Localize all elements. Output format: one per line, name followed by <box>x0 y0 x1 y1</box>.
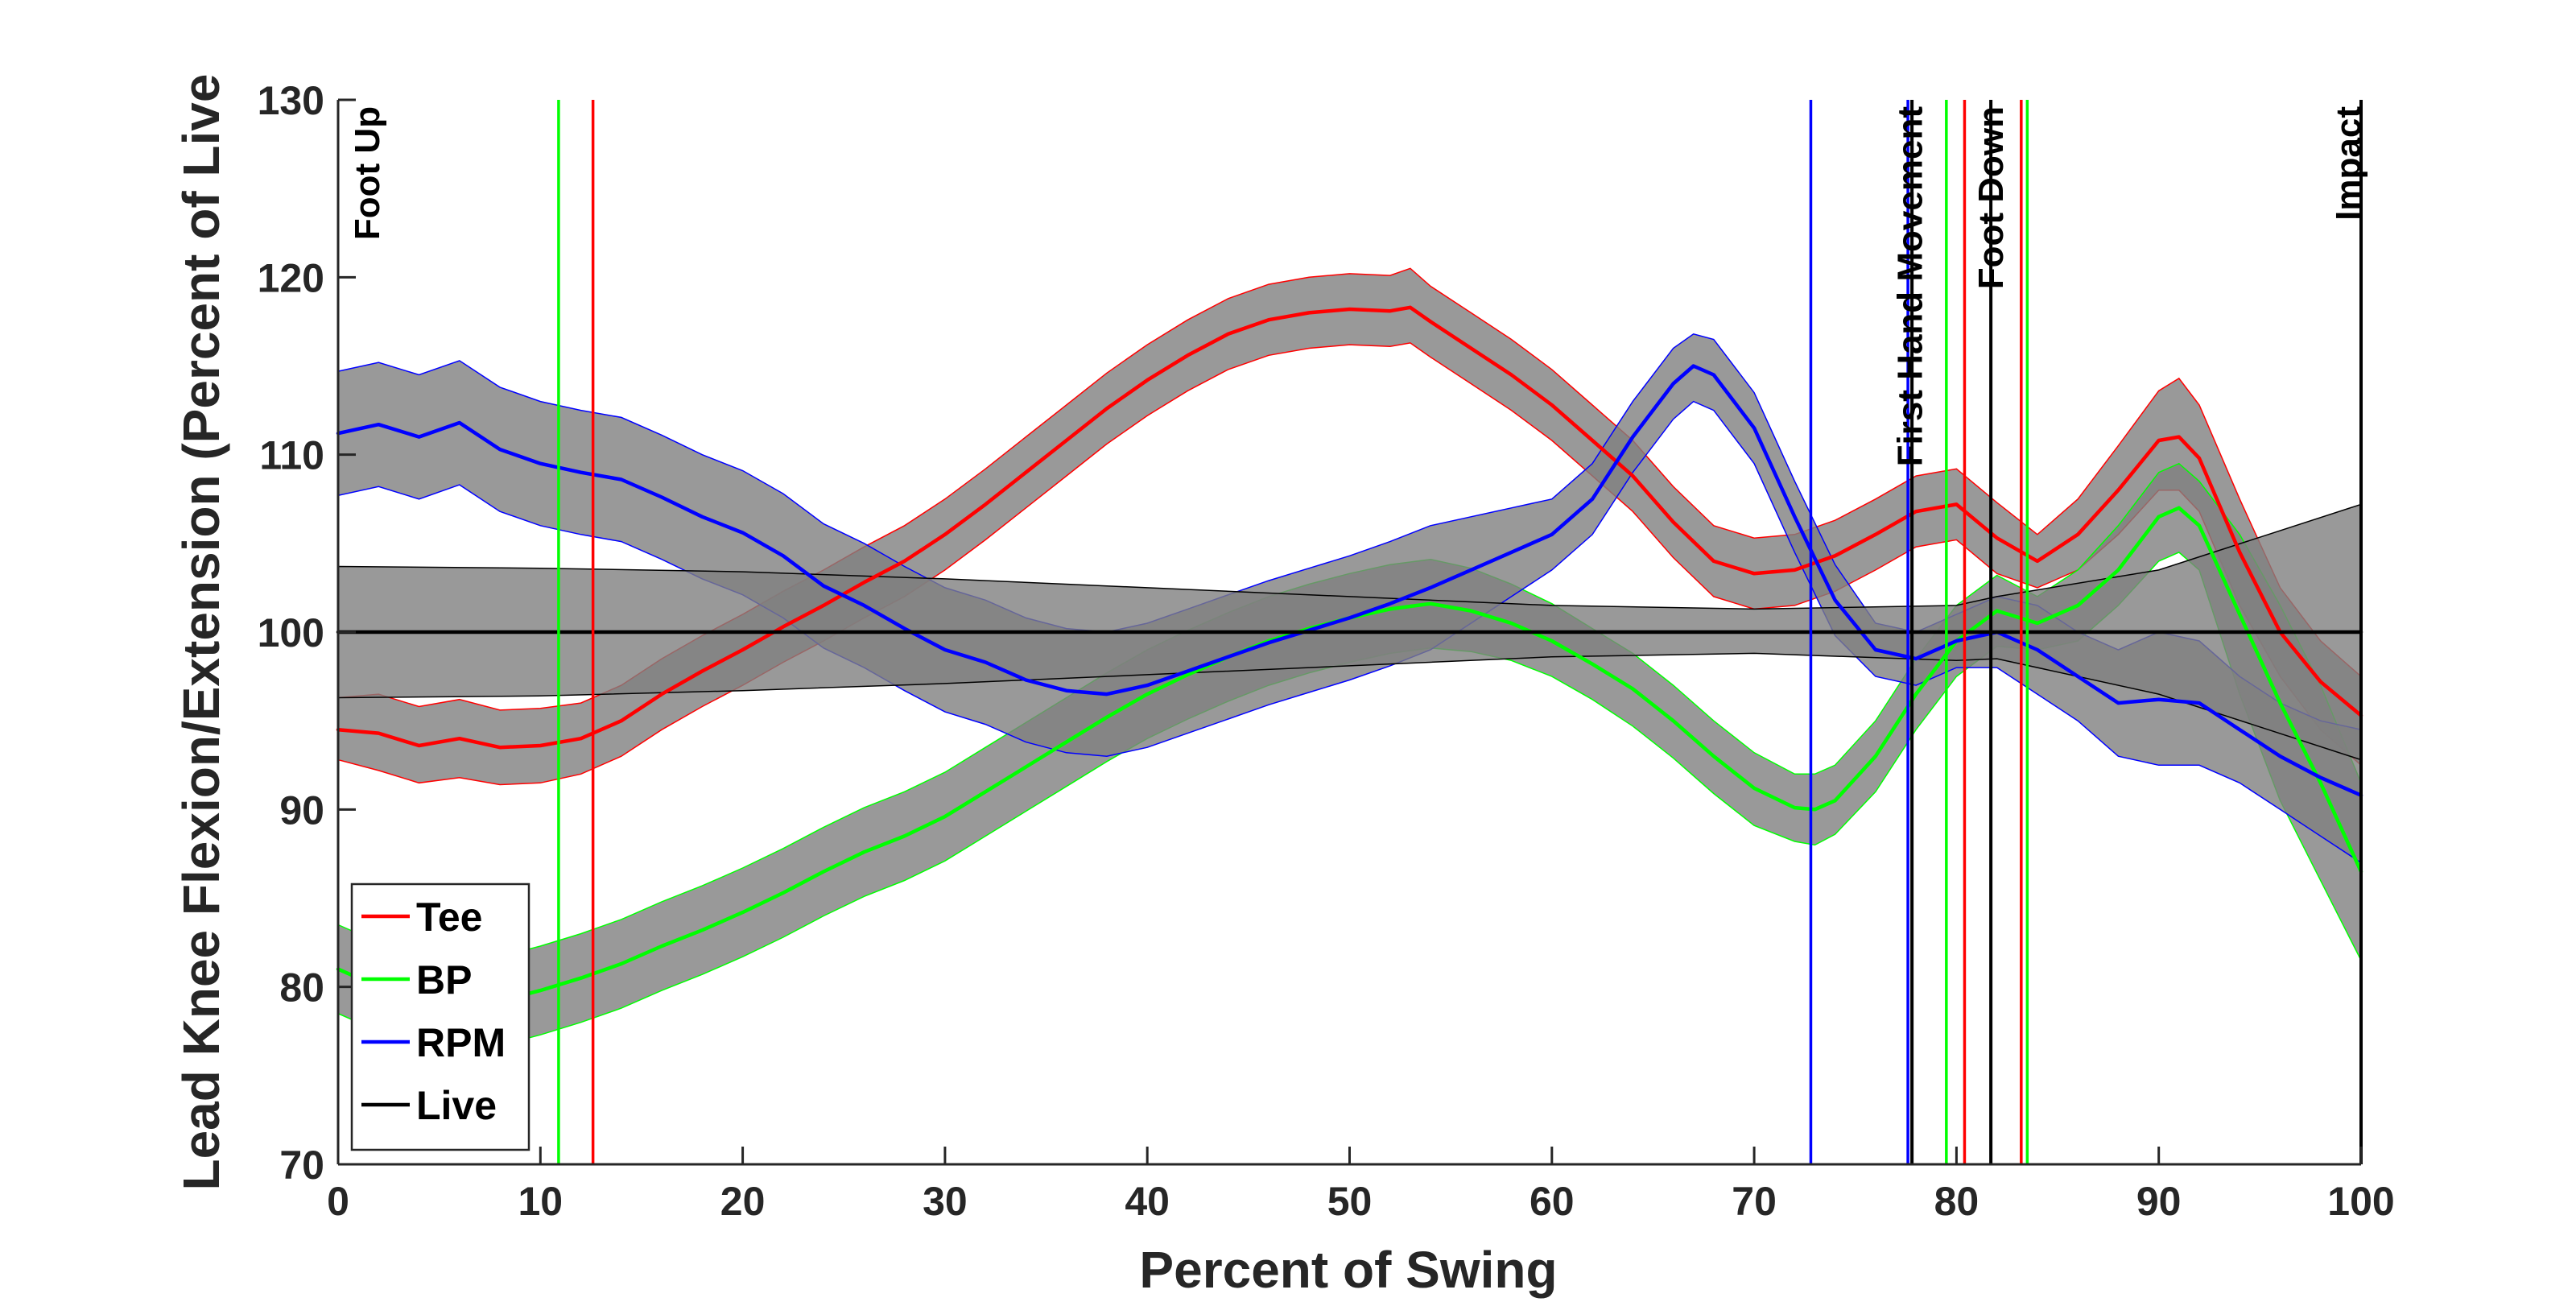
annotation-first-hand-movement: First Hand Movement <box>1891 106 1930 467</box>
x-tick-label: 20 <box>720 1179 766 1224</box>
y-tick-label: 100 <box>258 610 324 655</box>
annotation-impact: Impact <box>2329 106 2368 221</box>
y-tick-label: 70 <box>279 1143 324 1188</box>
y-axis-title: Lead Knee Flexion/Extension (Percent of … <box>172 74 230 1191</box>
legend-label-rpm: RPM <box>416 1020 506 1065</box>
x-tick-label: 50 <box>1327 1179 1373 1224</box>
x-tick-label: 10 <box>518 1179 563 1224</box>
y-tick-label: 130 <box>258 78 324 123</box>
x-tick-label: 60 <box>1530 1179 1575 1224</box>
event-annotations: Foot Up First Hand Movement Foot Down Impac… <box>348 106 2368 467</box>
series-line-tee <box>336 305 2363 750</box>
y-tick-label: 110 <box>259 433 324 478</box>
series-line-bp <box>336 506 2363 1006</box>
legend-label-tee: Tee <box>416 895 482 940</box>
x-tick-label: 30 <box>923 1179 968 1224</box>
y-tick-label: 80 <box>279 965 324 1011</box>
x-tick-label: 100 <box>2327 1179 2394 1224</box>
x-axis-title: Percent of Swing <box>1139 1241 1557 1299</box>
x-tick-label: 80 <box>1934 1179 1979 1224</box>
x-tick-label: 0 <box>327 1179 349 1224</box>
annotation-foot-up: Foot Up <box>348 106 387 240</box>
legend-label-bp: BP <box>416 957 472 1002</box>
x-tick-label: 40 <box>1125 1179 1170 1224</box>
legend-label-live: Live <box>416 1083 497 1128</box>
series-line-rpm <box>336 364 2363 797</box>
annotation-foot-down: Foot Down <box>1971 106 2011 289</box>
series-lines <box>336 305 2363 1006</box>
legend: Tee BP RPM Live <box>350 882 530 1151</box>
event-lines <box>557 100 2363 1164</box>
x-tick-label: 70 <box>1732 1179 1777 1224</box>
y-tick-label: 90 <box>279 787 324 833</box>
axes <box>336 98 2363 1166</box>
y-tick-label: 120 <box>258 255 324 300</box>
x-tick-label: 90 <box>2136 1179 2182 1224</box>
tick-labels: 0 10 20 30 40 50 60 70 80 90 100 70 80 90 100 110 120 130 <box>258 78 2395 1224</box>
